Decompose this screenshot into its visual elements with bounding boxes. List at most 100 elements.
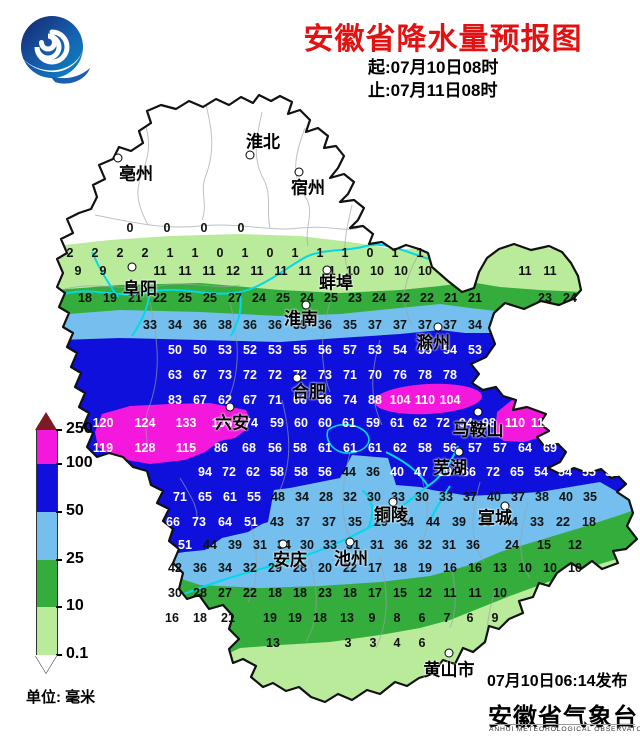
precip-value: 16 [443,561,457,575]
precip-value: 59 [270,416,284,430]
agency-name-en: ANHUI METEOROLOGICAL OBSERVATORY [489,726,640,733]
precip-value: 18 [193,611,207,625]
precip-value: 27 [218,586,232,600]
precip-value: 10 [418,264,432,278]
precip-value: 24 [252,291,266,305]
precip-value: 11 [543,264,557,278]
precip-value: 9 [74,264,82,278]
precip-value: 31 [442,538,456,552]
precip-value: 34 [168,318,182,332]
precip-value: 39 [228,538,242,552]
precip-value: 88 [368,393,382,407]
city-marker [301,300,311,310]
precip-value: 1 [291,246,299,260]
precip-value: 55 [247,490,261,504]
precip-value: 51 [178,538,192,552]
precip-value: 36 [193,318,207,332]
precip-value: 22 [420,291,434,305]
page-title: 安徽省降水量预报图 [303,23,583,56]
precip-value: 9 [491,611,499,625]
precip-value: 67 [243,393,257,407]
precip-value: 35 [348,515,362,529]
precip-value: 25 [203,291,217,305]
precip-value: 64 [218,515,232,529]
precip-value: 110 [414,393,436,407]
precip-value: 1 [391,246,399,260]
meteorological-logo [21,16,90,84]
legend-unit-label: 单位: 毫米 [26,689,96,706]
precip-value: 36 [466,538,480,552]
precip-value: 71 [268,393,282,407]
precip-value: 0 [200,221,208,235]
city-marker [388,497,398,507]
precip-value: 18 [313,611,327,625]
precip-value: 112 [530,416,552,430]
precip-value: 10 [394,264,408,278]
city-marker [500,501,510,511]
precip-value: 64 [518,441,532,455]
precip-value: 11 [274,264,288,278]
precip-value: 1 [416,246,424,260]
precip-value: 35 [343,318,357,332]
precip-value: 12 [568,538,582,552]
precip-value: 56 [318,465,332,479]
precip-value: 0 [216,246,224,260]
precip-value: 51 [605,465,619,479]
precip-value: 21 [468,291,482,305]
city-label: 铜陵 [374,505,408,525]
precip-value: 6 [418,611,426,625]
city-label: 芜湖 [433,458,467,478]
precip-value: 32 [418,538,432,552]
precip-value: 13 [340,611,354,625]
precip-value: 74 [244,416,258,430]
precip-value: 67 [193,393,207,407]
precip-value: 37 [463,490,477,504]
precip-value: 1 [316,246,324,260]
precip-value: 86 [214,441,228,455]
precip-value: 3 [344,636,352,650]
precip-value: 10 [543,561,557,575]
precip-value: 20 [318,561,332,575]
precip-value: 25 [324,291,338,305]
precip-value: 94 [459,416,473,430]
precip-value: 33 [530,515,544,529]
precip-value: 11 [468,586,482,600]
precip-value: 50 [193,343,207,357]
precip-value: 110 [504,416,526,430]
precip-value: 1 [341,246,349,260]
precip-value: 62 [246,465,260,479]
precip-value: 53 [368,343,382,357]
precip-value: 10 [568,561,582,575]
precip-value: 54 [393,343,407,357]
precip-value: 15 [393,586,407,600]
precip-value: 67 [193,368,207,382]
precip-value: 35 [478,515,492,529]
precip-value: 0 [266,246,274,260]
precip-value: 56 [318,343,332,357]
precip-value: 78 [418,368,432,382]
precip-value: 32 [243,561,257,575]
precip-value: 61 [223,490,237,504]
legend-tick [56,654,62,656]
precip-value: 73 [318,368,332,382]
legend-label-0.1: 0.1 [66,645,89,663]
precip-value: 36 [366,465,380,479]
precip-value: 1 [191,246,199,260]
precip-value: 8 [393,611,401,625]
city-label: 马鞍山 [452,420,504,440]
precip-value: 34 [295,490,309,504]
precip-value: 63 [168,368,182,382]
precip-value: 28 [193,586,207,600]
city-label: 阜阳 [123,279,157,299]
city-label: 宿州 [291,178,325,198]
precip-value: 59 [366,416,380,430]
city-marker [127,262,137,272]
precip-value: 58 [153,538,167,552]
precip-value: 0 [126,221,134,235]
precip-value: 34 [218,561,232,575]
precip-value: 28 [319,490,333,504]
precip-value: 27 [228,291,242,305]
precip-value: 32 [343,490,357,504]
legend-label-100: 100 [66,454,93,472]
precip-value: 61 [343,441,357,455]
